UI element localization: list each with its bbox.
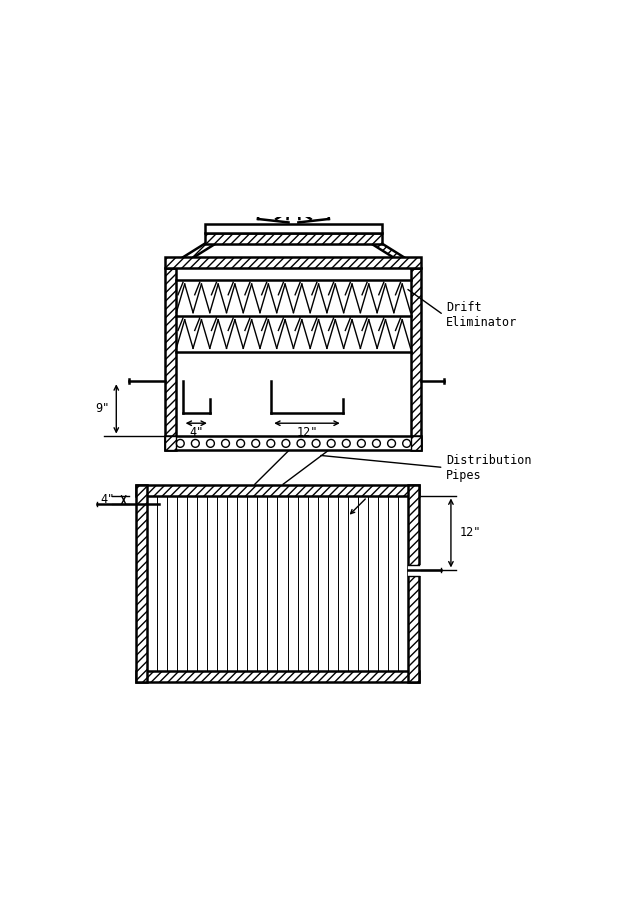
Text: 4": 4" — [189, 426, 203, 439]
Bar — [166, 437, 422, 451]
Bar — [166, 257, 422, 268]
Bar — [205, 233, 382, 244]
Text: Distribution
Pipes: Distribution Pipes — [446, 453, 531, 482]
Bar — [136, 671, 419, 682]
Bar — [408, 565, 422, 576]
Bar — [411, 268, 422, 451]
Bar — [166, 437, 177, 451]
Polygon shape — [371, 244, 422, 268]
Text: Drift
Eliminator: Drift Eliminator — [446, 301, 518, 329]
Bar — [136, 485, 147, 682]
Bar — [408, 485, 419, 682]
Polygon shape — [166, 244, 216, 268]
Bar — [411, 437, 422, 451]
Text: 9": 9" — [95, 402, 110, 416]
Text: 12": 12" — [460, 527, 481, 540]
Bar — [136, 485, 419, 496]
Text: 4": 4" — [101, 494, 115, 507]
Bar — [166, 268, 177, 451]
Text: 12": 12" — [297, 426, 318, 439]
Bar — [205, 224, 382, 233]
